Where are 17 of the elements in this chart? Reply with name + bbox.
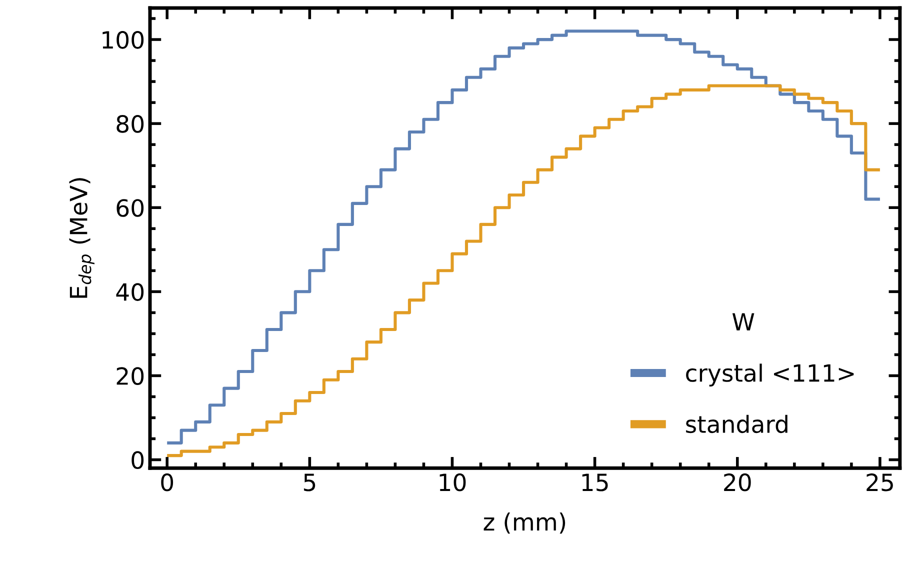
y-tick-label: 20: [116, 367, 144, 386]
y-tick-label: 100: [102, 30, 144, 49]
x-tick-label: 25: [866, 473, 893, 492]
legend-label: crystal <111>: [686, 364, 854, 387]
y-tick-label: 60: [116, 199, 144, 217]
x-tick-label: 0: [161, 473, 174, 492]
x-tick-label: 5: [304, 474, 316, 492]
y-tick-label: 0: [132, 451, 144, 470]
x-axis-title: z (mm): [484, 512, 566, 534]
y-tick-label: 80: [116, 115, 144, 133]
legend-label: standard: [686, 414, 788, 434]
legend-title: W: [732, 313, 754, 330]
x-tick-label: 20: [724, 473, 751, 492]
y-tick-label: 40: [116, 283, 144, 301]
y-axis-title: E$_{dep}$ (MeV): [69, 178, 94, 298]
x-tick-label: 15: [582, 474, 608, 492]
x-tick-label: 10: [440, 473, 466, 492]
